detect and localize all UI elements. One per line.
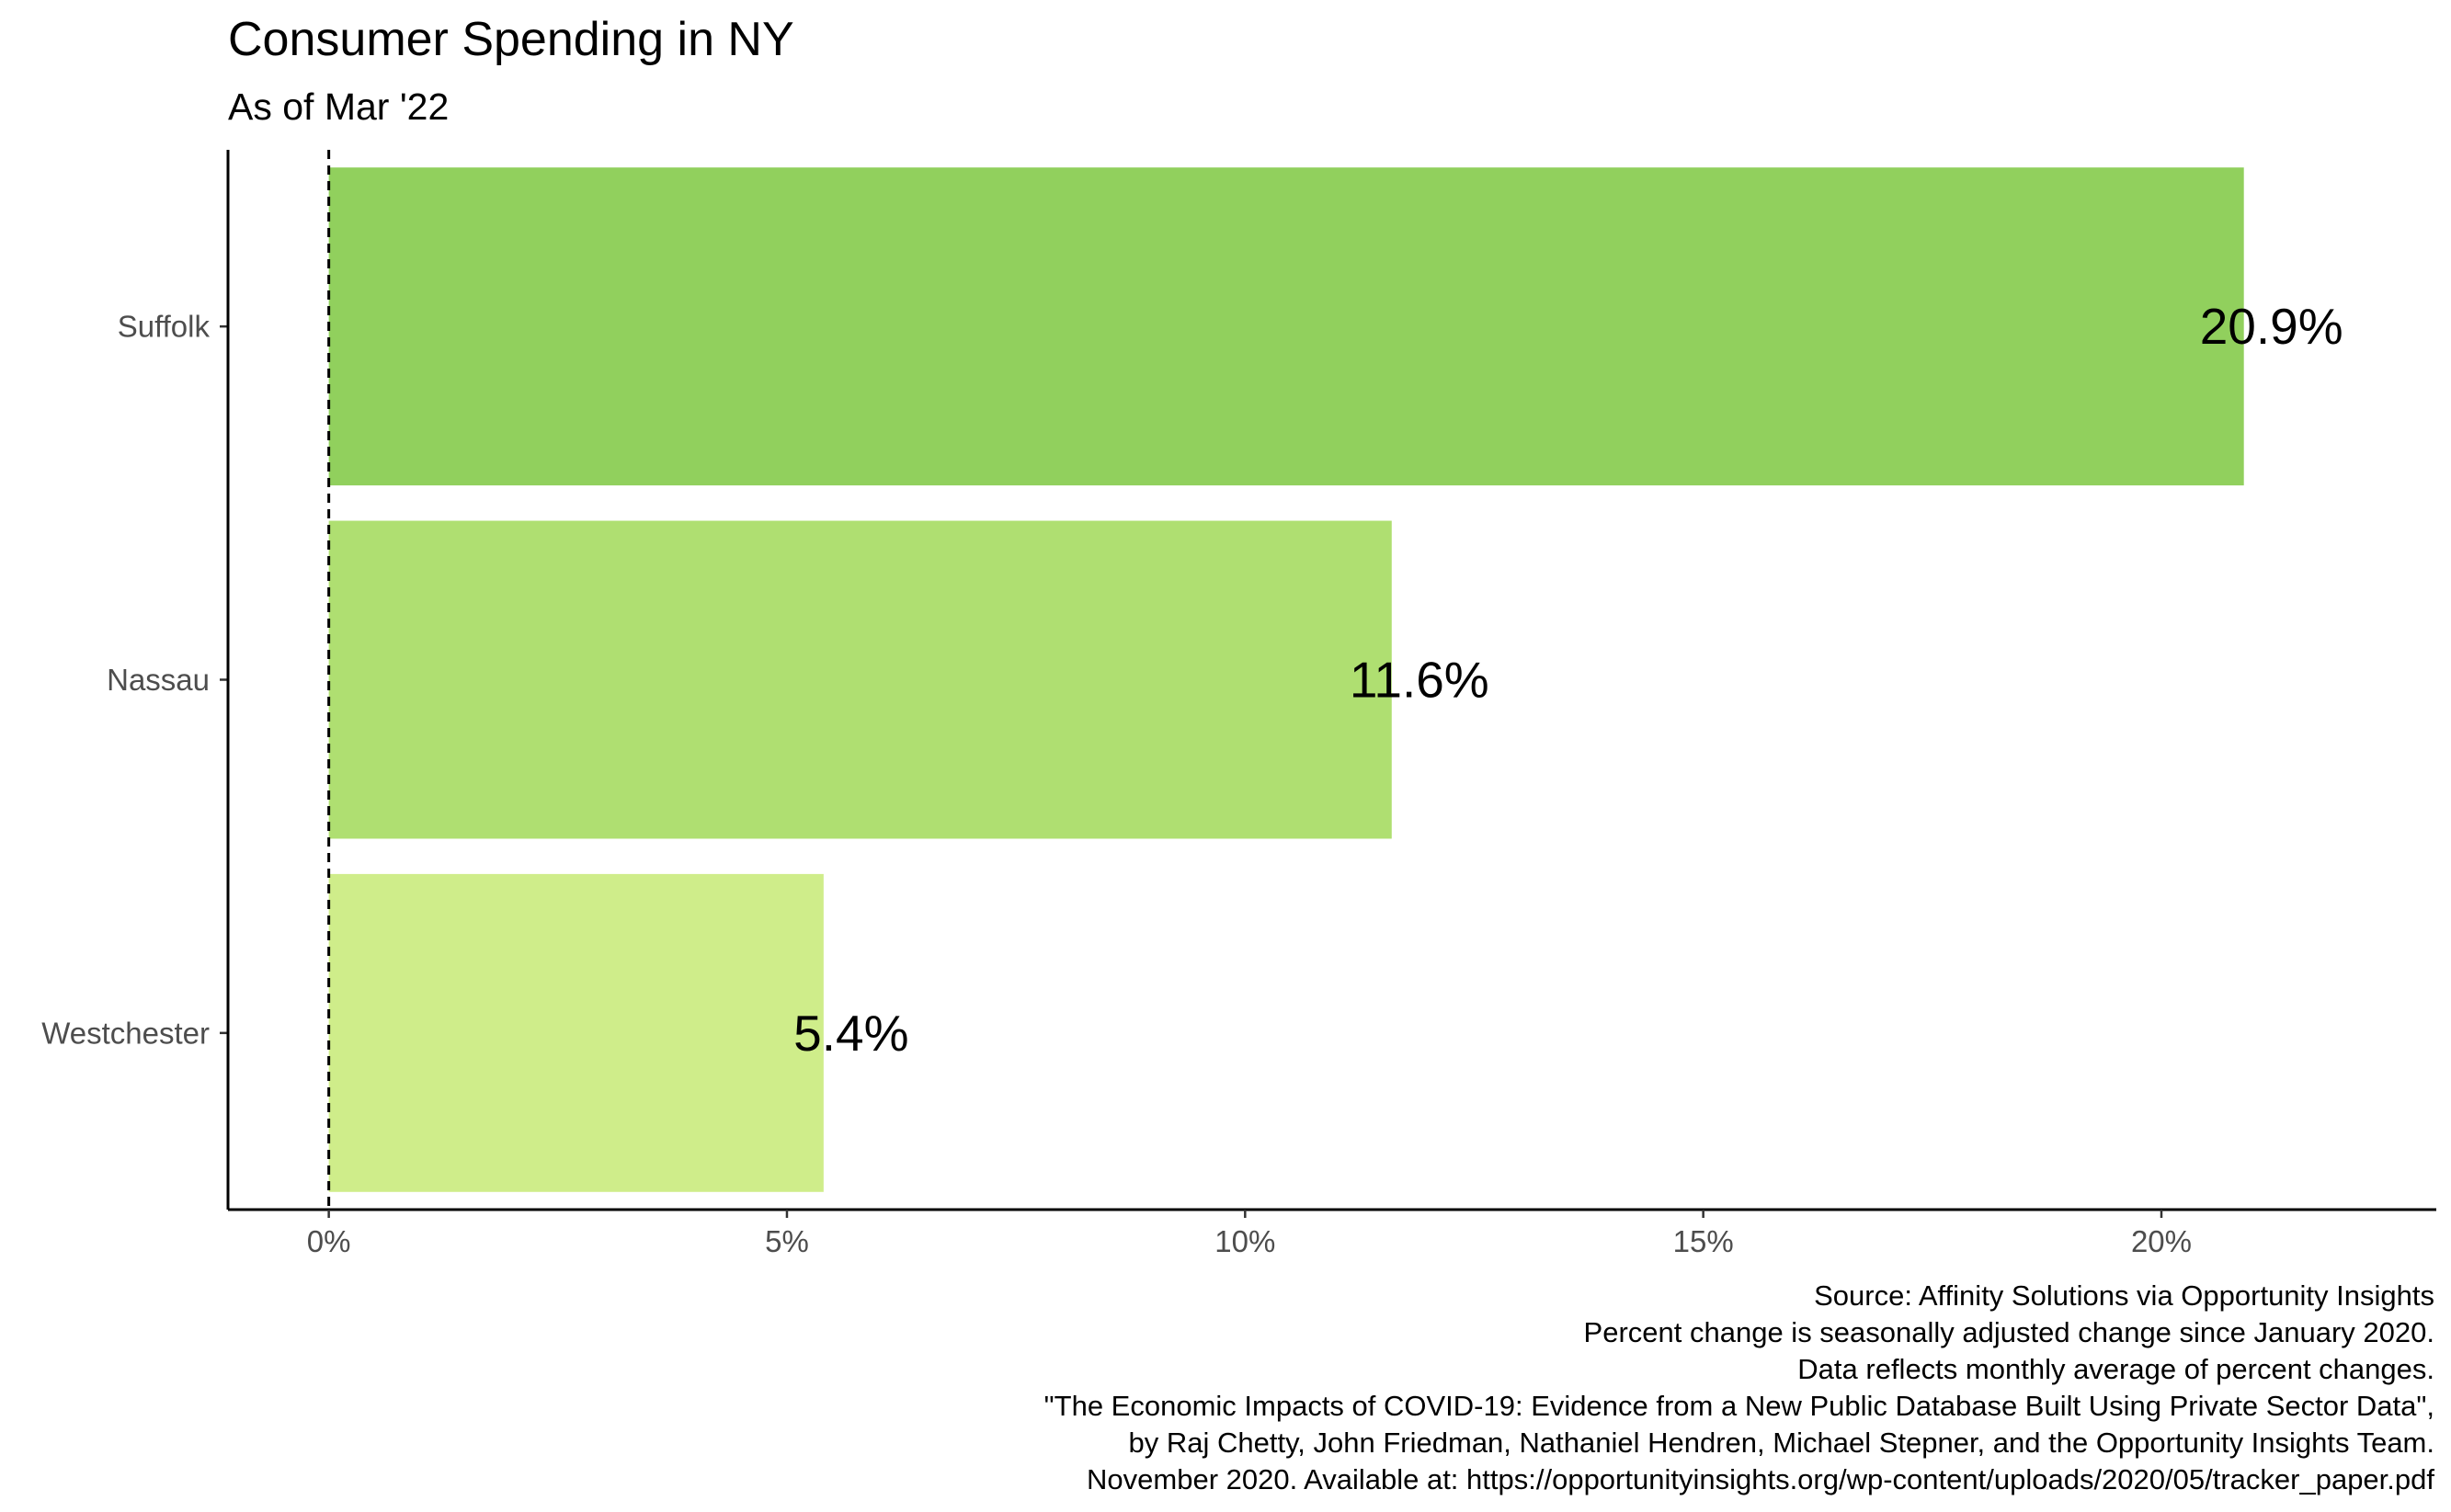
x-tick-label: 0% xyxy=(307,1224,351,1258)
x-tick-label: 15% xyxy=(1673,1224,1734,1258)
data-labels-layer: 20.9% 11.6% 5.4% xyxy=(793,298,2343,1062)
caption-line: Percent change is seasonally adjusted ch… xyxy=(1584,1316,2434,1348)
chart-title: Consumer Spending in NY xyxy=(228,13,794,66)
caption-line: November 2020. Available at: https://opp… xyxy=(1087,1463,2434,1495)
caption-line: Data reflects monthly average of percent… xyxy=(1797,1353,2434,1385)
caption-line: Source: Affinity Solutions via Opportuni… xyxy=(1814,1279,2434,1312)
category-label: Nassau xyxy=(107,663,210,697)
bar xyxy=(328,167,2244,486)
category-label: Westchester xyxy=(41,1016,210,1050)
chart-subtitle: As of Mar '22 xyxy=(228,85,449,128)
caption-line: "The Economic Impacts of COVID-19: Evide… xyxy=(1044,1390,2434,1422)
x-tick-label: 20% xyxy=(2131,1224,2192,1258)
data-label: 20.9% xyxy=(2200,298,2343,355)
bar xyxy=(328,873,824,1192)
x-tick-label: 10% xyxy=(1214,1224,1275,1258)
caption-line: by Raj Chetty, John Friedman, Nathaniel … xyxy=(1129,1427,2434,1459)
bars-layer xyxy=(328,167,2244,1192)
axes-layer: Suffolk Nassau Westchester 0% 5% 10% 15% 20% xyxy=(41,150,2436,1258)
caption: Source: Affinity Solutions via Opportuni… xyxy=(1044,1279,2435,1495)
bar xyxy=(328,520,1392,839)
x-tick-label: 5% xyxy=(765,1224,809,1258)
category-label: Suffolk xyxy=(118,310,211,344)
data-label: 11.6% xyxy=(1350,652,1489,709)
data-label: 5.4% xyxy=(793,1005,908,1062)
